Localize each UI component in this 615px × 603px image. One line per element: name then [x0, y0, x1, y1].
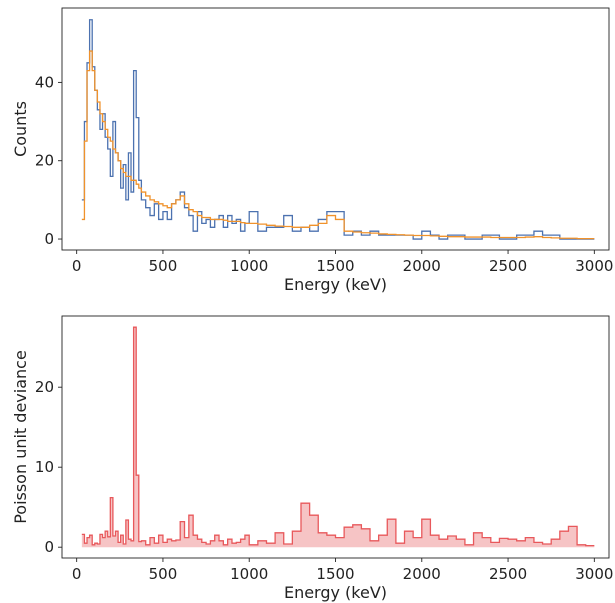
- y-tick-label: 10: [35, 458, 54, 476]
- counts-panel: 0 500 1000 1500 2000 2500 3000 0 20 40 Energy (keV…: [11, 7, 613, 294]
- x-tick-label: 2000: [403, 565, 441, 583]
- series-0-fill: [81, 327, 595, 548]
- plot-area: [81, 326, 595, 548]
- x-tick-label: 0: [72, 257, 82, 275]
- y-tick-label: 40: [35, 73, 54, 91]
- x-tick-label: 1500: [316, 565, 354, 583]
- deviance-panel: 0 500 1000 1500 2000 2500 3000 0 10 20 Energy (keV…: [11, 315, 613, 602]
- x-tick-label: 0: [72, 565, 82, 583]
- y-axis-label: Poisson unit deviance: [11, 350, 30, 524]
- y-axis-label: Counts: [11, 101, 30, 157]
- x-tick-label: 1000: [230, 565, 268, 583]
- x-axis-label: Energy (keV): [284, 583, 387, 602]
- axes-frame: [61, 315, 610, 559]
- x-tick-label: 1500: [316, 257, 354, 275]
- y-tick-label: 20: [35, 152, 54, 170]
- series-0-line: [81, 326, 595, 547]
- axes-frame: [61, 7, 610, 251]
- x-tick-label: 500: [149, 565, 178, 583]
- plot-area: [81, 19, 595, 240]
- x-axis-label: Energy (keV): [284, 275, 387, 294]
- y-tick-label: 0: [44, 230, 54, 248]
- x-tick-label: 3000: [575, 257, 613, 275]
- x-tick-label: 1000: [230, 257, 268, 275]
- y-tick-label: 20: [35, 378, 54, 396]
- series-1-line: [81, 50, 595, 240]
- y-tick-label: 0: [44, 538, 54, 556]
- x-tick-label: 2000: [403, 257, 441, 275]
- x-tick-label: 3000: [575, 565, 613, 583]
- x-tick-label: 500: [149, 257, 178, 275]
- series-0-line: [81, 19, 595, 240]
- x-tick-label: 2500: [489, 565, 527, 583]
- x-tick-label: 2500: [489, 257, 527, 275]
